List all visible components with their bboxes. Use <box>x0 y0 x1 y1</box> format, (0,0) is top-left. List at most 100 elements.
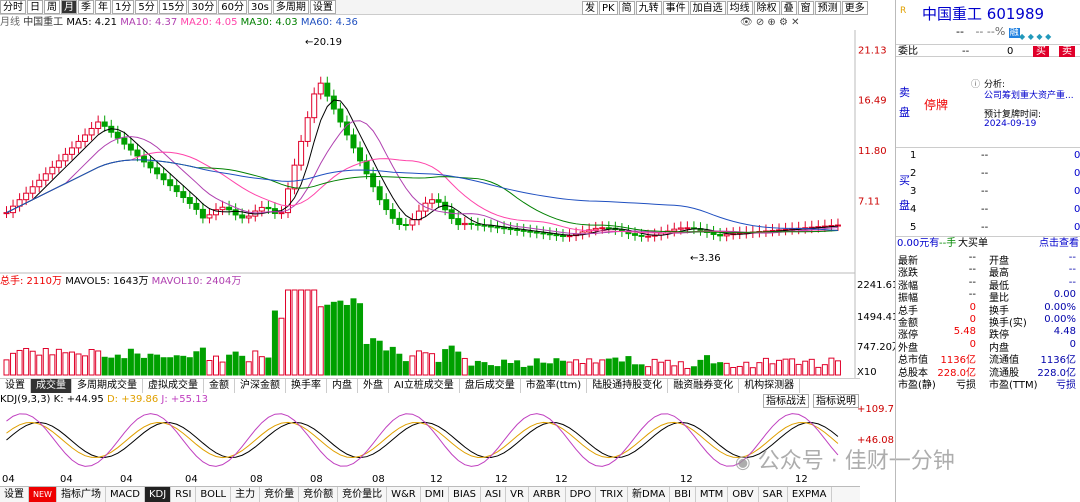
indicator-tab-11[interactable]: 市盈率(ttm) <box>521 379 587 393</box>
period-button-1[interactable]: 日 <box>27 0 43 14</box>
bottom-tab-15[interactable]: VR <box>506 487 529 502</box>
bottom-tab-20[interactable]: BBI <box>670 487 696 502</box>
bottom-tab-10[interactable]: 竞价量比 <box>338 487 387 502</box>
buy-button[interactable]: 买 <box>1033 46 1049 57</box>
ma60-value: MA60: 4.36 <box>301 17 358 28</box>
indicator-tab-7[interactable]: 内盘 <box>327 379 358 393</box>
stat-1-3: -- <box>1069 264 1076 275</box>
bottom-tab-12[interactable]: DMI <box>421 487 449 502</box>
period-button-11[interactable]: 30s <box>248 0 272 14</box>
period-button-8[interactable]: 15分 <box>159 0 188 14</box>
indicator-tab-10[interactable]: 盘后成交量 <box>460 379 521 393</box>
chart-canvas[interactable]: 21.13 16.49 11.80 7.11 ←20.19 ←3.36 2241.61 149… <box>0 30 895 490</box>
indicator-strategy-button[interactable]: 指标战法 <box>763 394 809 408</box>
bottom-tab-18[interactable]: TRIX <box>596 487 628 502</box>
chart-tools-icons[interactable]: 👁 ⊘ ⊕ ⚙ ✕ <box>740 17 800 28</box>
indicator-tab-2[interactable]: 多周期成交量 <box>72 379 143 393</box>
bottom-tab-14[interactable]: ASI <box>481 487 506 502</box>
tool-button-11[interactable]: 更多 <box>842 1 868 15</box>
bottom-tab-21[interactable]: MTM <box>696 487 728 502</box>
candle-body <box>672 229 677 231</box>
bottom-tab-1[interactable]: NEW <box>29 487 57 502</box>
volume-bar <box>744 362 749 375</box>
bottom-tab-23[interactable]: SAR <box>759 487 788 502</box>
bottom-tab-5[interactable]: RSI <box>171 487 196 502</box>
indicator-tab-8[interactable]: 外盘 <box>358 379 389 393</box>
volume-bar <box>777 360 782 375</box>
period-button-12[interactable]: 多周期 <box>273 0 309 14</box>
volume-bar <box>102 357 107 375</box>
bottom-tab-8[interactable]: 竞价量 <box>260 487 299 502</box>
indicator-tab-13[interactable]: 融资融券变化 <box>668 379 739 393</box>
bottom-tab-13[interactable]: BIAS <box>449 487 481 502</box>
tool-button-9[interactable]: 窗 <box>798 1 814 15</box>
indicator-tab-5[interactable]: 沪深金额 <box>235 379 286 393</box>
indicator-tab-12[interactable]: 陆股通持股变化 <box>587 379 668 393</box>
volume-bar <box>547 364 552 375</box>
indicator-help-button[interactable]: 指标说明 <box>813 394 859 408</box>
ma-legend: 月线 中国重工 MA5: 4.21 MA10: 4.37 MA20: 4.05 … <box>0 17 358 29</box>
candle-body <box>377 187 382 200</box>
bottom-tab-3[interactable]: MACD <box>106 487 145 502</box>
bottom-tab-17[interactable]: DPO <box>566 487 597 502</box>
bottom-tab-16[interactable]: ARBR <box>529 487 566 502</box>
period-button-7[interactable]: 5分 <box>135 0 157 14</box>
bottom-tab-2[interactable]: 指标广场 <box>57 487 106 502</box>
bottom-tab-0[interactable]: 设置 <box>0 487 29 502</box>
volume-bar <box>56 349 61 375</box>
stock-title: 中国重工 601989 <box>922 3 1044 24</box>
bottom-tab-4[interactable]: KDJ <box>145 487 171 502</box>
indicator-tab-3[interactable]: 虚拟成交量 <box>143 379 204 393</box>
analysis-link[interactable]: 公司筹划重大资产重... <box>984 88 1074 101</box>
date-label: 08 <box>372 474 385 485</box>
bottom-tab-22[interactable]: OBV <box>728 487 758 502</box>
tool-button-4[interactable]: 事件 <box>663 1 689 15</box>
period-button-0[interactable]: 分时 <box>0 0 26 14</box>
tool-button-2[interactable]: 简 <box>619 1 635 15</box>
buy-n-3: 4 <box>910 204 916 215</box>
period-button-2[interactable]: 周 <box>44 0 60 14</box>
period-button-3[interactable]: 月 <box>61 0 77 14</box>
period-button-6[interactable]: 1分 <box>112 0 134 14</box>
indicator-tab-14[interactable]: 机构探测器 <box>739 379 800 393</box>
indicator-tab-4[interactable]: 金额 <box>204 379 235 393</box>
bottom-tab-6[interactable]: BOLL <box>196 487 231 502</box>
sell-button[interactable]: 卖 <box>1059 46 1075 57</box>
bottom-tab-9[interactable]: 竞价额 <box>299 487 338 502</box>
stat-7-1: 0 <box>970 339 976 350</box>
tool-button-7[interactable]: 除权 <box>754 1 780 15</box>
stat-10-2: 市盈(TTM) <box>989 376 1037 391</box>
volume-bar <box>665 360 670 375</box>
period-button-10[interactable]: 60分 <box>218 0 247 14</box>
bottom-tab-24[interactable]: EXPMA <box>788 487 832 502</box>
tool-button-1[interactable]: PK <box>599 1 618 15</box>
period-button-13[interactable]: 设置 <box>310 0 336 14</box>
tool-button-0[interactable]: 发 <box>582 1 598 15</box>
date-label: 12 <box>555 474 568 485</box>
volume-bar <box>443 350 448 375</box>
period-button-5[interactable]: 年 <box>95 0 111 14</box>
stat-5-3: 0.00% <box>1044 314 1076 325</box>
indicator-tab-9[interactable]: AI立桩成交量 <box>389 379 460 393</box>
tool-button-5[interactable]: 加自选 <box>690 1 726 15</box>
tool-button-3[interactable]: 九转 <box>636 1 662 15</box>
bottom-tab-11[interactable]: W&R <box>387 487 421 502</box>
indicator-tab-6[interactable]: 换手率 <box>286 379 327 393</box>
bottom-tab-7[interactable]: 主力 <box>231 487 260 502</box>
period-button-9[interactable]: 30分 <box>188 0 217 14</box>
ma60-line <box>7 160 838 230</box>
volume-bar <box>822 365 827 375</box>
period-button-4[interactable]: 季 <box>78 0 94 14</box>
price-axis-label: 16.49 <box>858 95 887 106</box>
candle-body <box>155 168 160 174</box>
mavol10: MAVOL10: 2404万 <box>152 276 242 287</box>
view-link[interactable]: 点击查看 <box>1039 237 1079 250</box>
indicator-tab-1[interactable]: 成交量 <box>31 379 72 393</box>
tool-button-8[interactable]: 叠 <box>781 1 797 15</box>
bottom-tab-19[interactable]: 新DMA <box>628 487 670 502</box>
candle-body <box>312 94 317 118</box>
tool-button-10[interactable]: 预测 <box>815 1 841 15</box>
tool-button-6[interactable]: 均线 <box>727 1 753 15</box>
volume-axis-label: 747.20万 <box>857 342 895 353</box>
indicator-tab-0[interactable]: 设置 <box>0 379 31 393</box>
